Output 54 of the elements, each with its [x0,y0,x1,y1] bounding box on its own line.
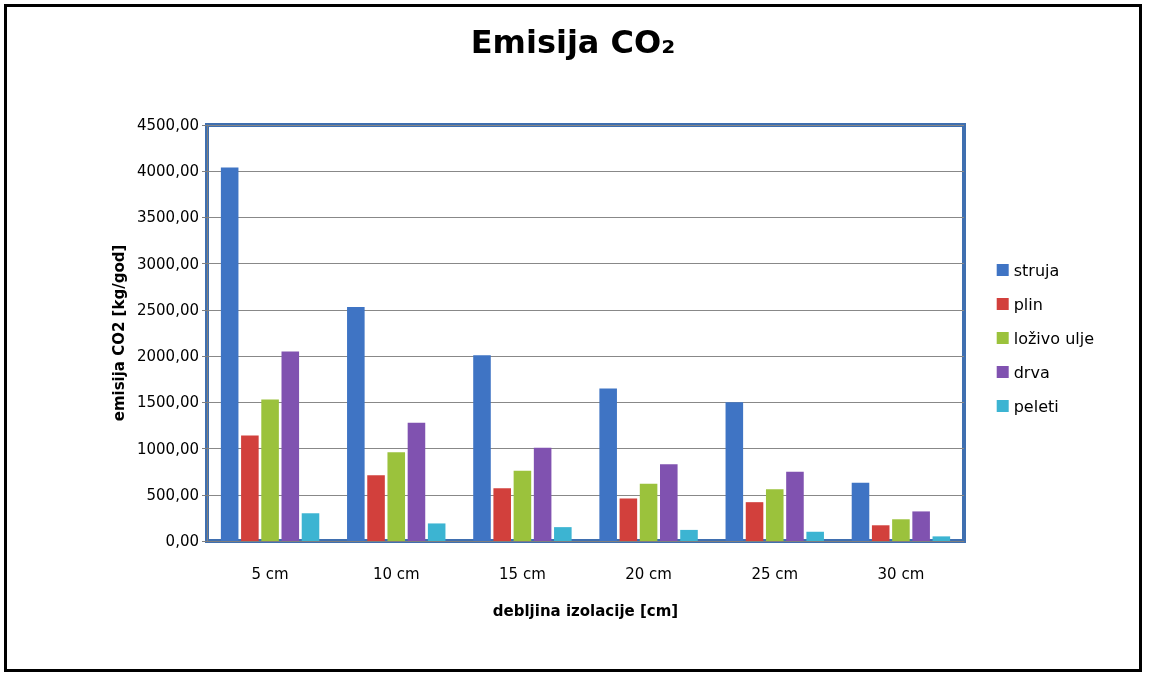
bar [220,167,239,541]
bar [660,464,678,541]
x-tick-label: 5 cm [251,564,289,583]
x-tick-label: 15 cm [499,564,546,583]
y-tick-label: 4000,00 [136,162,199,181]
bar [932,536,951,541]
x-tick-label: 30 cm [877,564,925,583]
bar [765,489,784,541]
y-tick-label: 1000,00 [136,439,199,458]
x-tick-label: 10 cm [372,564,420,583]
y-tick-label: 3000,00 [136,254,199,273]
y-tick-label: 2500,00 [136,300,199,319]
bar [241,435,259,541]
bar [786,471,804,541]
bar [367,475,385,541]
bar [301,513,320,541]
bar [680,529,698,541]
y-tick-label: 1500,00 [136,393,199,412]
bar [912,511,930,541]
bar [745,502,764,541]
legend-label: peleti [1013,396,1059,416]
bar [533,447,552,541]
bar [619,498,638,541]
bar [599,388,617,541]
x-tick-label: 20 cm [625,564,672,583]
bar [387,452,406,541]
bar [427,523,446,541]
y-tick-label: 2000,00 [136,347,199,366]
bar [513,470,532,541]
x-axis-title: debljina izolacije [cm] [492,601,679,620]
bar [892,519,910,541]
y-tick-label: 0,00 [165,532,199,550]
bar [725,402,744,541]
bar [871,525,890,541]
legend-label: drva [1013,362,1050,382]
y-tick-label: 500,00 [146,485,199,504]
y-tick-label: 3500,00 [136,208,199,227]
legend-label: plin [1013,294,1043,314]
chart-title: Emisija CO₂ [470,23,676,61]
y-tick-label: 4500,00 [136,116,199,134]
bar [407,422,426,541]
bar [554,527,572,541]
x-tick-label: 25 cm [751,564,799,583]
bar [347,307,365,541]
y-axis-title: emisija CO2 [kg/god] [109,244,128,422]
bar [493,488,511,541]
bar [639,483,658,541]
bar [806,531,824,541]
bar [281,351,300,541]
bar [261,399,279,541]
bar [473,355,491,541]
legend-label: loživo ulje [1013,328,1094,348]
bar [851,482,870,541]
legend-label: struja [1013,260,1060,280]
